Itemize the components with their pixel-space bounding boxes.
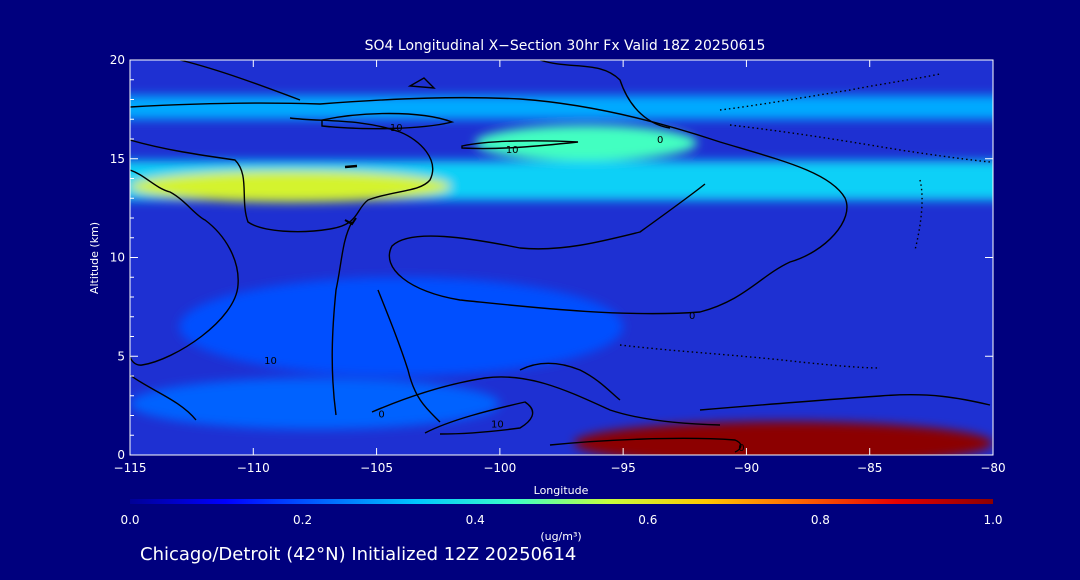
- y-tick-label: 0: [117, 448, 125, 462]
- x-tick-label: −85: [857, 461, 882, 475]
- x-axis-label: Longitude: [534, 484, 589, 497]
- contour-label: 0: [378, 410, 384, 421]
- contour-line-dashed: [729, 124, 991, 163]
- contour-line: [519, 362, 621, 401]
- contour-label: 10: [506, 145, 519, 156]
- x-tick-label: −100: [483, 461, 516, 475]
- contour-line: [130, 169, 239, 366]
- x-tick-label: −80: [980, 461, 1005, 475]
- contour-label: 0: [738, 443, 744, 454]
- concentration-region: [130, 170, 451, 203]
- concentration-region: [130, 95, 993, 120]
- contour-label: 10: [491, 419, 504, 430]
- contour-line: [331, 221, 353, 416]
- colorbar-tick-label: 0.8: [811, 513, 830, 527]
- contour-line-dashed: [719, 73, 941, 111]
- contour-label: 10: [264, 356, 277, 367]
- concentration-region: [130, 377, 500, 430]
- colorbar: [130, 499, 993, 504]
- contour-line: [539, 60, 671, 129]
- concentration-region: [475, 125, 698, 161]
- contour-label: 10: [390, 123, 403, 134]
- contour-line: [407, 77, 436, 89]
- contour-line: [377, 289, 441, 423]
- contour-line: [344, 164, 358, 169]
- concentration-region: [573, 421, 993, 455]
- x-tick-label: −95: [610, 461, 635, 475]
- y-tick-label: 10: [110, 251, 125, 265]
- y-tick-label: 20: [110, 53, 125, 67]
- x-tick-label: −110: [237, 461, 270, 475]
- colorbar-tick-label: 0.6: [638, 513, 657, 527]
- colorbar-unit-label: (ug/m³): [540, 530, 581, 543]
- contour-line: [321, 112, 455, 130]
- concentration-region: [179, 277, 624, 376]
- contour-label: 0: [689, 311, 695, 322]
- x-tick-label: −115: [114, 461, 147, 475]
- y-tick-label: 15: [110, 152, 125, 166]
- colorbar-tick-label: 1.0: [983, 513, 1002, 527]
- contour-line: [549, 437, 742, 453]
- contour-line: [344, 217, 357, 226]
- chart-title: SO4 Longitudinal X−Section 30hr Fx Valid…: [365, 38, 766, 54]
- y-tick-label: 5: [117, 349, 125, 363]
- chart-subtitle: Chicago/Detroit (42°N) Initialized 12Z 2…: [140, 544, 576, 565]
- colorbar-tick-label: 0.4: [466, 513, 485, 527]
- contour-line: [130, 117, 434, 233]
- colorbar-tick-label: 0.0: [120, 513, 139, 527]
- y-axis-label: Altitude (km): [88, 222, 101, 294]
- contour-line: [699, 394, 991, 411]
- x-tick-label: −90: [734, 461, 759, 475]
- contour-line-dashed: [619, 344, 881, 369]
- contour-label: 0: [657, 135, 663, 146]
- x-tick-label: −105: [360, 461, 393, 475]
- contour-line: [371, 376, 721, 426]
- contour-line: [130, 96, 848, 315]
- contour-line: [179, 60, 301, 101]
- contour-line: [130, 374, 197, 421]
- contour-line: [461, 140, 579, 150]
- colorbar-tick-label: 0.2: [293, 513, 312, 527]
- contour-line: [424, 401, 534, 435]
